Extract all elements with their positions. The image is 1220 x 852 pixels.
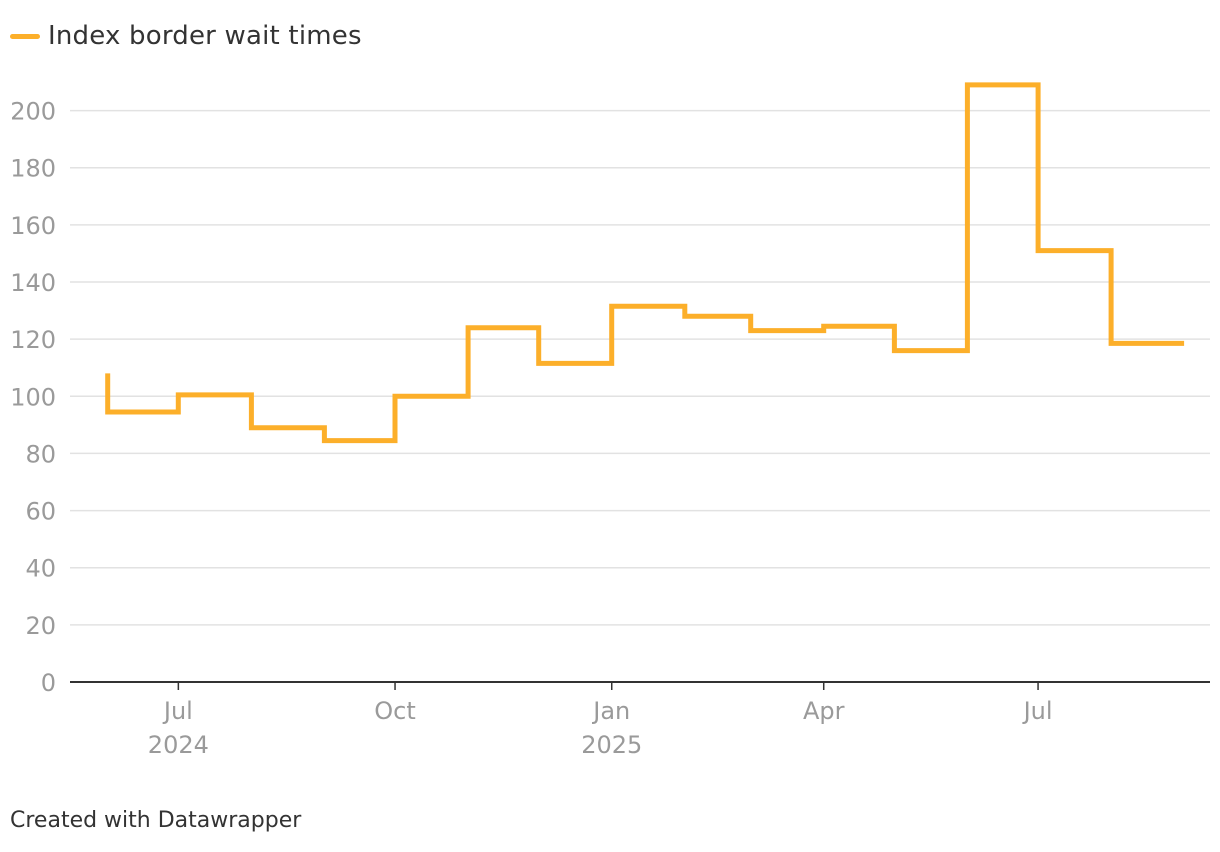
x-tick-label-oct-1: Oct — [374, 697, 416, 725]
x-tick-label-jul-4: Jul — [1022, 697, 1053, 725]
legend-label: Index border wait times — [48, 21, 362, 51]
y-tick-label-180: 180 — [10, 155, 56, 183]
y-tick-label-120: 120 — [10, 326, 56, 354]
x-tick-label-apr-3: Apr — [803, 697, 845, 725]
x-tick-year-2024: 2024 — [148, 731, 209, 759]
legend-swatch — [10, 33, 40, 39]
footer-credit: Created with Datawrapper — [10, 808, 302, 833]
series-line-0 — [105, 82, 1185, 444]
y-tick-label-20: 20 — [25, 612, 56, 640]
y-tick-label-200: 200 — [10, 98, 56, 126]
y-tick-label-140: 140 — [10, 269, 56, 297]
x-tick-label-jan-2: Jan — [591, 697, 630, 725]
y-tick-label-100: 100 — [10, 383, 56, 411]
y-tick-label-80: 80 — [25, 440, 56, 468]
x-tick-year-2025: 2025 — [581, 731, 642, 759]
y-tick-label-60: 60 — [25, 498, 56, 526]
line-chart: 0 20 40 60 80 100 120 140 160 180 200 Jul 2024 Oct Ja… — [10, 82, 1210, 759]
y-tick-label-0: 0 — [41, 669, 56, 697]
y-tick-label-160: 160 — [10, 212, 56, 240]
legend: Index border wait times — [10, 18, 362, 54]
series-layer — [105, 82, 1185, 444]
x-tick-label-jul-0: Jul — [162, 697, 193, 725]
y-tick-label-40: 40 — [25, 555, 56, 583]
y-axis: 0 20 40 60 80 100 120 140 160 180 200 — [10, 98, 56, 697]
gridlines — [70, 109, 1210, 626]
x-axis: Jul 2024 Oct Jan 2025 Apr Jul — [70, 681, 1210, 759]
